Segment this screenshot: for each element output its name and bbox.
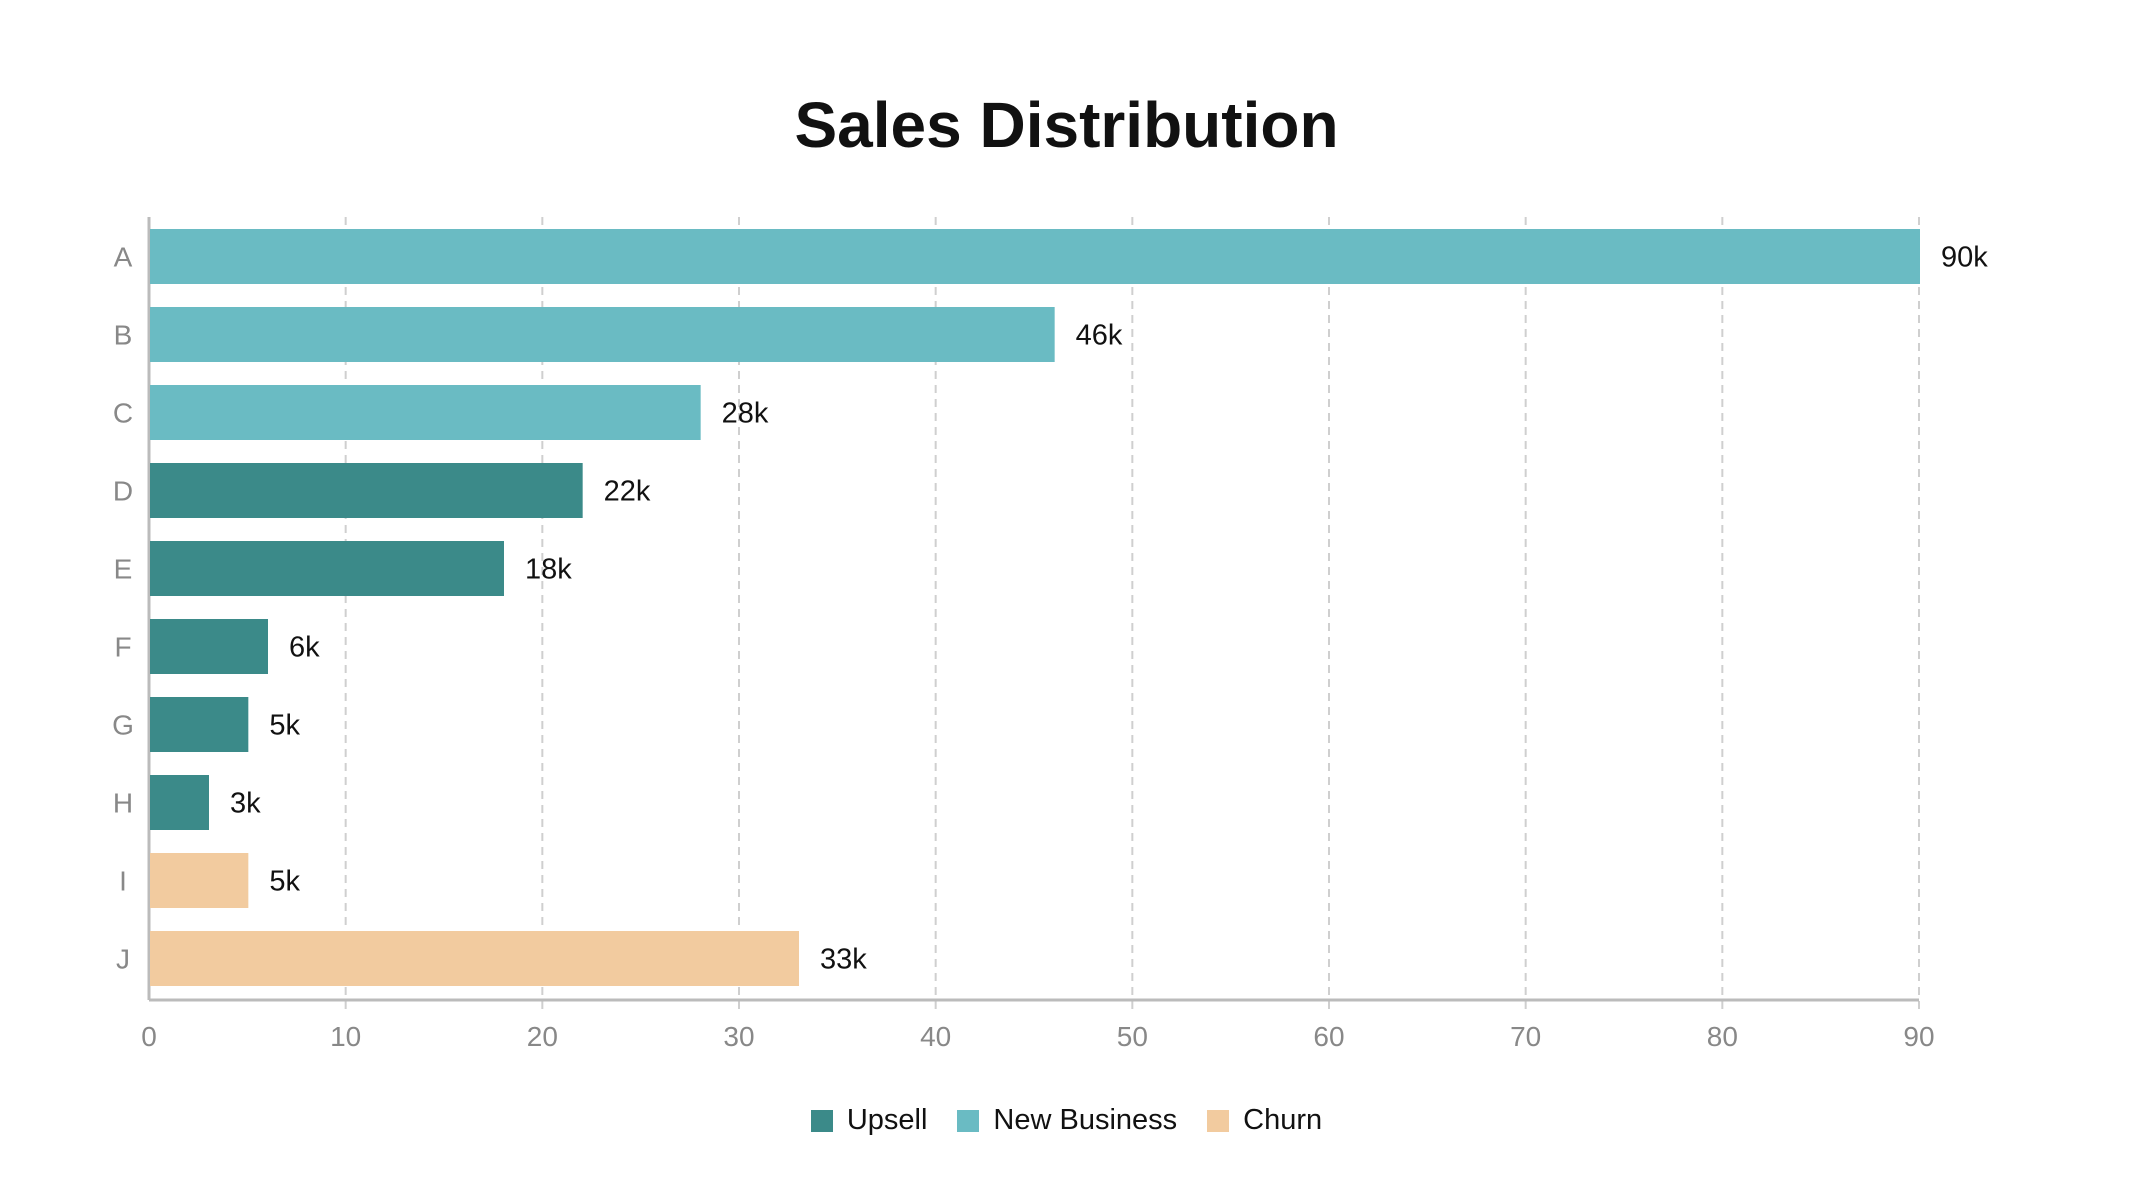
bar-h	[150, 775, 209, 830]
x-tick-label: 50	[1117, 1021, 1148, 1052]
legend-item-new-business: New Business	[957, 1104, 1177, 1137]
legend-label: Upsell	[846, 1104, 928, 1136]
x-tick-label: 70	[1510, 1021, 1541, 1052]
legend-swatch-new-business	[957, 1109, 980, 1132]
y-tick-label: F	[114, 632, 131, 663]
legend-label: New Business	[993, 1104, 1178, 1136]
chart-title: Sales Distribution	[794, 89, 1339, 161]
bar-f	[150, 619, 268, 674]
bar-j	[150, 931, 799, 986]
y-tick-label: C	[113, 398, 133, 429]
x-tick-label: 60	[1313, 1021, 1344, 1052]
x-tick-label: 10	[330, 1021, 361, 1052]
data-label: 3k	[230, 788, 261, 820]
legend-item-churn: Churn	[1207, 1104, 1322, 1137]
bar-g	[150, 697, 249, 752]
legend: Upsell New Business Churn	[0, 1104, 2133, 1137]
x-tick-label: 20	[527, 1021, 558, 1052]
legend-label: Churn	[1243, 1104, 1323, 1136]
bar-c	[150, 385, 701, 440]
bar-b	[150, 307, 1055, 362]
data-label: 18k	[525, 554, 572, 586]
legend-swatch-upsell	[810, 1109, 833, 1132]
data-label: 22k	[604, 476, 651, 508]
y-tick-label: D	[113, 476, 133, 507]
data-label: 90k	[1941, 242, 1988, 274]
y-tick-label: J	[116, 944, 130, 975]
x-tick-label: 30	[723, 1021, 754, 1052]
y-tick-label: G	[112, 710, 134, 741]
x-tick-label: 80	[1707, 1021, 1738, 1052]
y-tick-label: A	[114, 242, 133, 273]
x-tick-label: 40	[920, 1021, 951, 1052]
y-tick-label: E	[114, 554, 133, 585]
bar-d	[150, 463, 583, 518]
data-label: 33k	[820, 944, 867, 976]
bar-i	[150, 853, 249, 908]
bar-a	[150, 229, 1920, 284]
legend-swatch-churn	[1207, 1109, 1230, 1132]
legend-item-upsell: Upsell	[810, 1104, 928, 1137]
data-label: 5k	[269, 866, 300, 898]
y-tick-label: H	[113, 788, 133, 819]
bar-e	[150, 541, 504, 596]
data-label: 6k	[289, 632, 320, 664]
y-tick-label: I	[119, 866, 127, 897]
x-tick-label: 0	[141, 1021, 157, 1052]
data-label: 46k	[1076, 320, 1123, 352]
y-tick-label: B	[114, 320, 133, 351]
data-label: 28k	[722, 398, 769, 430]
x-tick-label: 90	[1903, 1021, 1934, 1052]
data-label: 5k	[269, 710, 300, 742]
